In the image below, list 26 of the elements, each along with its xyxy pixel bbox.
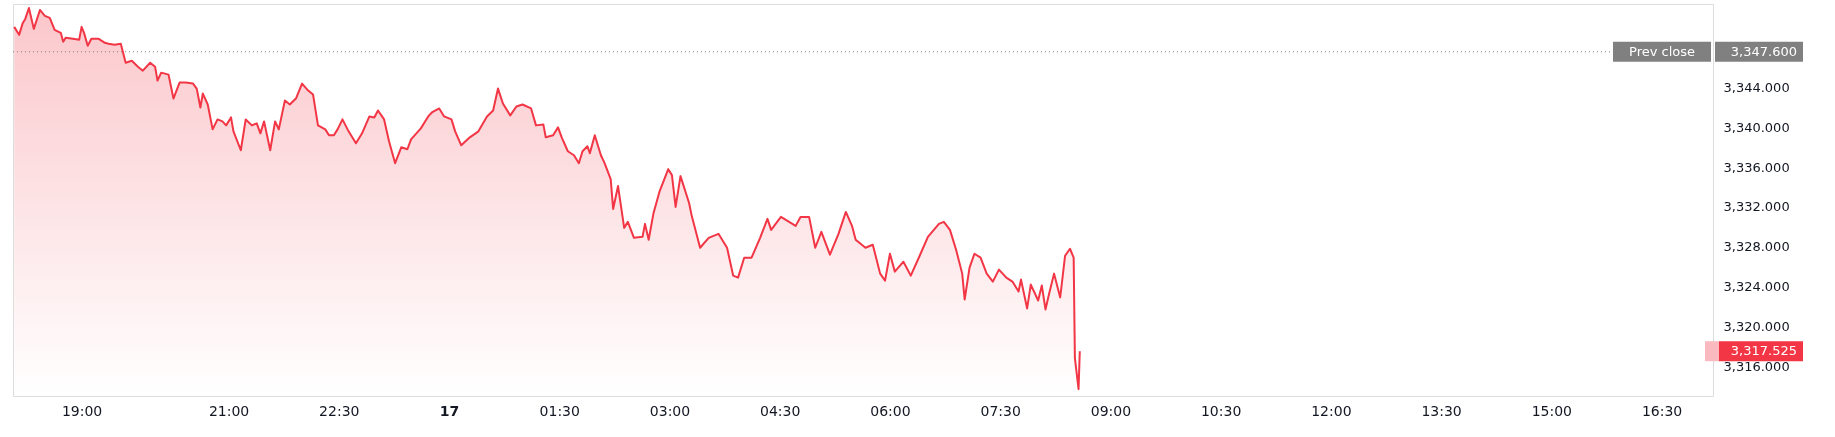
y-tick-label: 3,336.000 [1723, 159, 1790, 175]
x-tick-label: 03:00 [649, 402, 691, 419]
y-tick-label: 3,324.000 [1723, 279, 1790, 295]
x-tick-label: 01:30 [539, 402, 580, 419]
x-tick-label: 22:30 [319, 402, 360, 419]
ref-line-label: Prev close [1629, 43, 1695, 59]
x-tick-label: 15:00 [1531, 402, 1573, 419]
x-tick-label: 19:00 [61, 402, 103, 419]
x-tick-label: 16:30 [1641, 402, 1683, 419]
x-tick-label: 04:30 [760, 402, 801, 419]
text: 3,347.600 [1730, 43, 1797, 59]
x-tick-label: 17 [439, 402, 460, 419]
x-tick-label: 13:30 [1421, 402, 1462, 419]
y-tick-label: 3,344.000 [1723, 80, 1790, 96]
x-tick-label: 12:00 [1311, 402, 1352, 419]
y-tick-label: 3,332.000 [1723, 199, 1790, 215]
x-tick-label: 10:30 [1200, 402, 1242, 419]
y-tick-label: 3,340.000 [1723, 119, 1790, 135]
y-tick-label: 3,328.000 [1723, 239, 1790, 255]
text: 3,317.525 [1730, 343, 1797, 359]
y-tick-label: 3,316.000 [1723, 358, 1790, 374]
x-tick-label: 06:00 [870, 402, 911, 419]
x-tick-label: 07:30 [980, 402, 1021, 419]
x-tick-label: 09:00 [1090, 402, 1132, 419]
x-tick-label: 21:00 [208, 402, 250, 419]
y-tick-label: 3,320.000 [1723, 318, 1790, 334]
